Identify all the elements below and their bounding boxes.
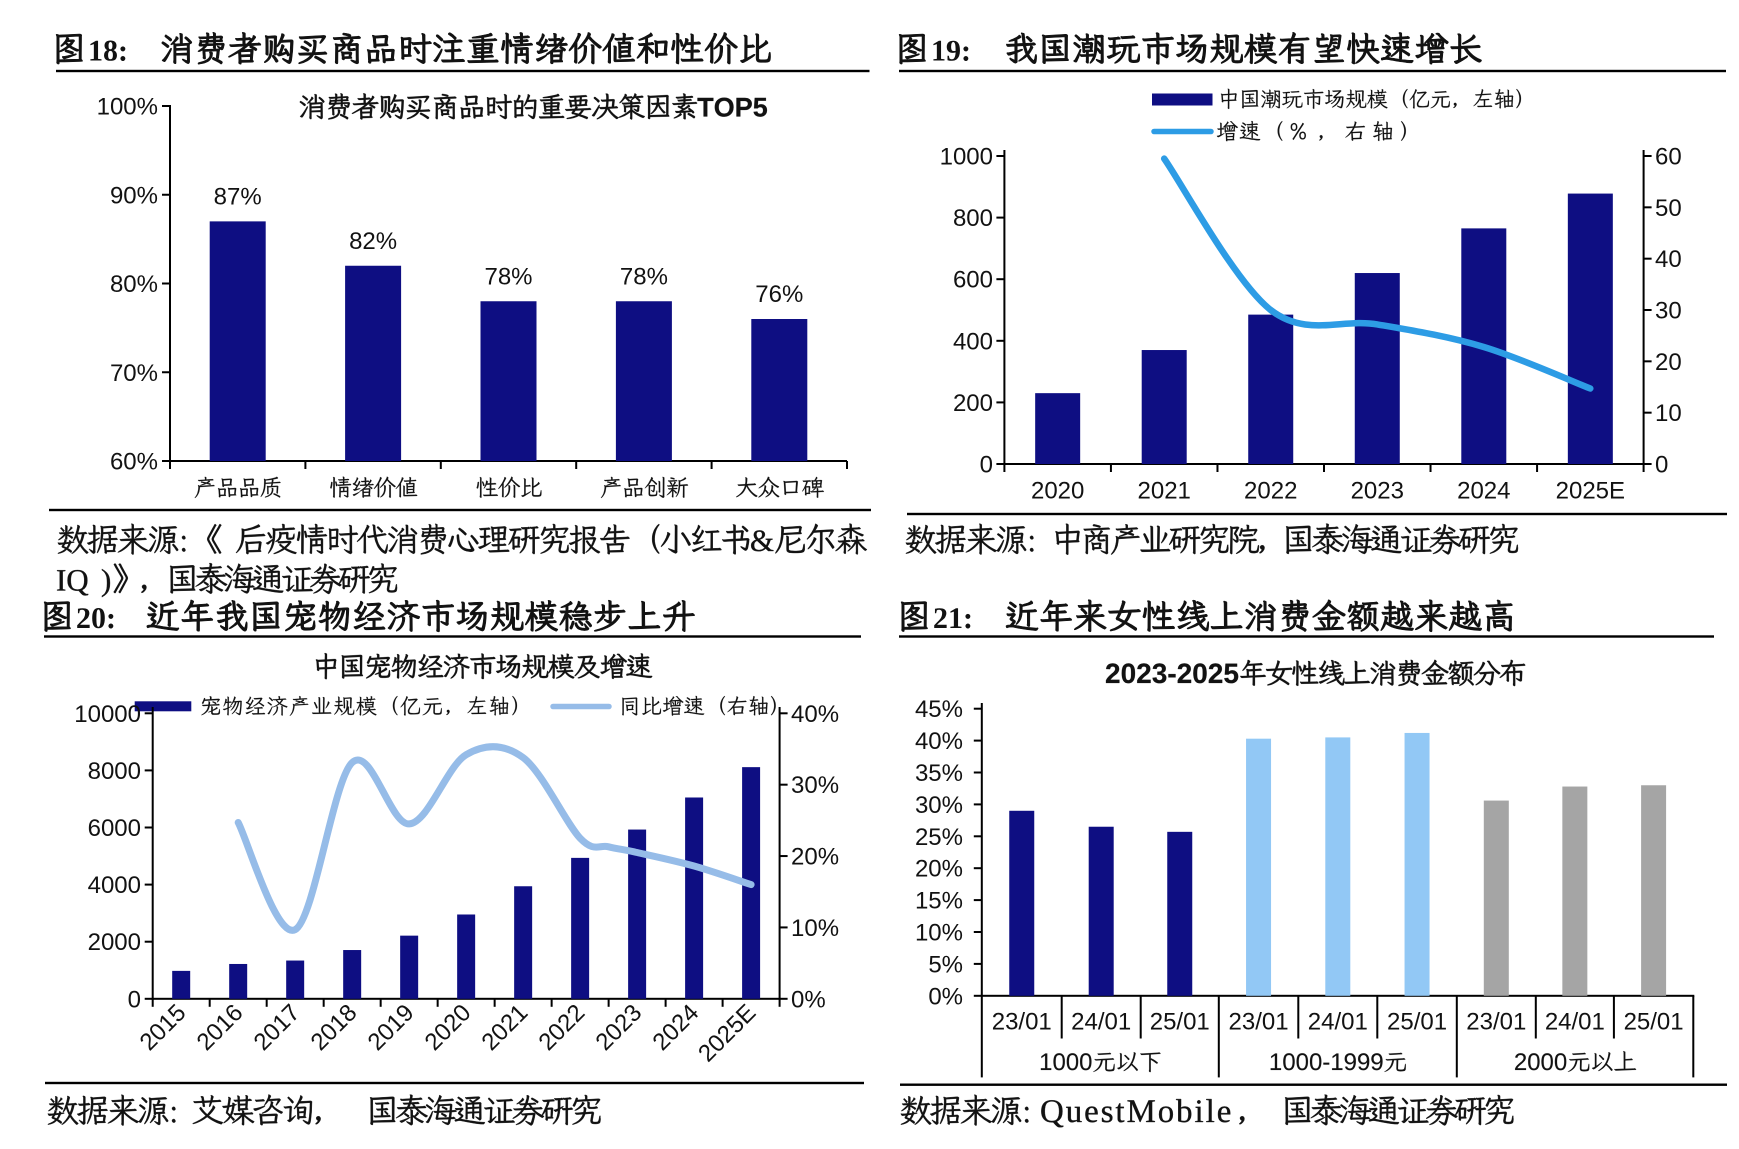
svg-text:87%: 87% <box>214 183 262 210</box>
svg-text:80%: 80% <box>110 271 158 298</box>
svg-text:60: 60 <box>1655 144 1682 171</box>
svg-text:400: 400 <box>953 328 993 355</box>
svg-text:15%: 15% <box>915 888 963 915</box>
svg-text:0: 0 <box>128 986 141 1013</box>
svg-text:10000: 10000 <box>74 701 141 728</box>
svg-text:6000: 6000 <box>88 815 141 842</box>
svg-text:1000: 1000 <box>940 144 993 171</box>
svg-text:10: 10 <box>1655 400 1682 427</box>
svg-text:800: 800 <box>953 205 993 232</box>
svg-text:30%: 30% <box>915 792 963 819</box>
svg-text:90%: 90% <box>110 182 158 209</box>
svg-text:0: 0 <box>1655 452 1668 479</box>
svg-text:60%: 60% <box>110 449 158 476</box>
svg-text:25/01: 25/01 <box>1150 1009 1210 1036</box>
svg-text:25/01: 25/01 <box>1387 1009 1447 1036</box>
svg-text:25%: 25% <box>915 824 963 851</box>
svg-text:2024: 2024 <box>1457 478 1510 505</box>
svg-text:2022: 2022 <box>1244 478 1297 505</box>
svg-text:100%: 100% <box>97 94 158 121</box>
svg-text:82%: 82% <box>349 228 397 255</box>
svg-text:70%: 70% <box>110 360 158 387</box>
svg-text:24/01: 24/01 <box>1545 1009 1605 1036</box>
svg-text:8000: 8000 <box>88 758 141 785</box>
svg-text:20: 20 <box>1655 349 1682 376</box>
svg-text:20%: 20% <box>915 856 963 883</box>
svg-text:20%: 20% <box>791 844 839 871</box>
svg-text:2025E: 2025E <box>1556 478 1625 505</box>
svg-text:2000: 2000 <box>88 929 141 956</box>
svg-text:23/01: 23/01 <box>1466 1009 1526 1036</box>
svg-text:50: 50 <box>1655 195 1682 222</box>
svg-text:0: 0 <box>980 452 993 479</box>
svg-text:200: 200 <box>953 390 993 417</box>
svg-text:24/01: 24/01 <box>1308 1009 1368 1036</box>
svg-text:5%: 5% <box>928 951 963 978</box>
svg-text:10%: 10% <box>915 920 963 947</box>
svg-text:0%: 0% <box>928 983 963 1010</box>
svg-text:2021: 2021 <box>1138 478 1191 505</box>
svg-text:10%: 10% <box>791 915 839 942</box>
svg-text:30: 30 <box>1655 298 1682 325</box>
svg-text:78%: 78% <box>620 263 668 290</box>
svg-text:35%: 35% <box>915 760 963 787</box>
svg-text:40%: 40% <box>915 728 963 755</box>
svg-text:2020: 2020 <box>1031 478 1084 505</box>
svg-text:25/01: 25/01 <box>1624 1009 1684 1036</box>
svg-text:4000: 4000 <box>88 872 141 899</box>
svg-text:23/01: 23/01 <box>1229 1009 1289 1036</box>
svg-text:24/01: 24/01 <box>1071 1009 1131 1036</box>
svg-text:40: 40 <box>1655 246 1682 273</box>
svg-text:45%: 45% <box>915 696 963 723</box>
svg-text:40%: 40% <box>791 701 839 728</box>
svg-text:30%: 30% <box>791 772 839 799</box>
svg-text:78%: 78% <box>484 263 532 290</box>
svg-text:23/01: 23/01 <box>992 1009 1052 1036</box>
svg-text:0%: 0% <box>791 986 826 1013</box>
svg-text:600: 600 <box>953 267 993 294</box>
svg-text:76%: 76% <box>755 281 803 308</box>
svg-text:2023: 2023 <box>1351 478 1404 505</box>
